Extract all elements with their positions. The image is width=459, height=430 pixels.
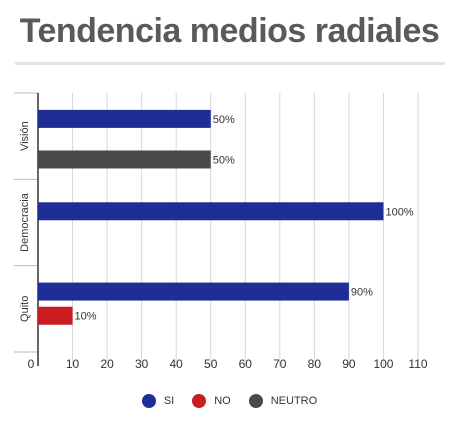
chart-legend: SI NO NEUTRO	[0, 394, 459, 408]
x-tick-label-20: 20	[100, 357, 114, 371]
bar-si-0	[38, 109, 211, 128]
category-label-0: Visión	[19, 121, 31, 151]
x-tick-label-10: 10	[66, 357, 80, 371]
bar-si-2	[38, 282, 349, 301]
x-tick-label-30: 30	[135, 357, 149, 371]
data-label-si-0: 50%	[213, 114, 235, 126]
data-label-si-1: 100%	[385, 206, 413, 218]
legend-swatch-no	[192, 394, 207, 408]
data-label-si-2: 90%	[351, 287, 373, 299]
data-label-no-2: 10%	[75, 311, 97, 323]
bar-chart: Visión 50% 50% Democracia 100% Quito 90% 10% 0 10…	[14, 92, 428, 371]
x-tick-label-40: 40	[170, 357, 184, 371]
category-label-2: Quito	[19, 296, 31, 322]
chart-title: Tendencia medios radiales	[19, 12, 440, 50]
x-tick-label-0: 0	[28, 357, 35, 371]
x-tick-label-80: 80	[308, 357, 322, 371]
legend-label-si: SI	[163, 395, 175, 407]
legend-item-neutro: NEUTRO	[248, 394, 318, 408]
legend-swatch-neutro	[248, 394, 263, 408]
legend-item-si: SI	[141, 394, 175, 408]
x-tick-label-70: 70	[273, 357, 287, 371]
bar-no-2	[38, 306, 73, 325]
legend-item-no: NO	[192, 394, 231, 408]
category-label-1: Democracia	[19, 192, 31, 252]
x-tick-label-110: 110	[408, 357, 427, 371]
title-divider	[15, 62, 445, 65]
x-tick-label-100: 100	[373, 357, 393, 371]
bar-si-1	[38, 202, 384, 221]
x-tick-label-90: 90	[342, 357, 356, 371]
data-label-neutro-0: 50%	[213, 154, 235, 166]
legend-label-no: NO	[214, 395, 231, 407]
legend-label-neutro: NEUTRO	[270, 395, 318, 407]
legend-swatch-si	[141, 394, 156, 408]
x-tick-label-50: 50	[204, 357, 218, 371]
x-tick-label-60: 60	[239, 357, 253, 371]
bar-neutro-0	[38, 150, 211, 169]
